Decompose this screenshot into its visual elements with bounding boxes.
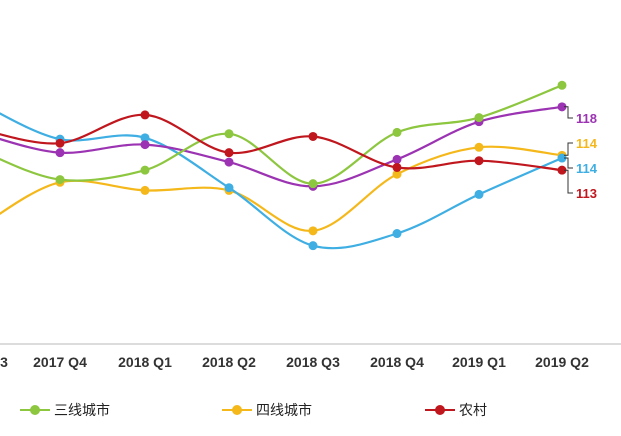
data-point-s1-4 xyxy=(308,226,318,236)
series-line-2 xyxy=(0,113,564,172)
series-line-0 xyxy=(0,84,564,185)
data-point-s0-6 xyxy=(474,113,484,123)
legend-label-rural: 农村 xyxy=(459,403,487,419)
series-4 xyxy=(0,112,567,251)
data-point-s1-2 xyxy=(140,185,150,195)
legend-dot-rural xyxy=(435,405,445,415)
x-tick-label-5: 2018 Q4 xyxy=(370,354,424,370)
end-label-leader-2 xyxy=(564,169,573,194)
data-point-s0-5 xyxy=(392,127,402,137)
end-label-2: 113 xyxy=(576,186,597,201)
data-point-s1-6 xyxy=(474,142,484,152)
end-label-leader-3 xyxy=(564,106,573,119)
x-tick-label-4: 2018 Q3 xyxy=(286,354,340,370)
x-tick-label-7: 2019 Q2 xyxy=(535,354,589,370)
x-tick-label-3: 2018 Q2 xyxy=(202,354,256,370)
x-tick-label-0: 3 xyxy=(0,354,8,370)
data-point-s3-5 xyxy=(392,154,402,164)
data-point-s3-7 xyxy=(557,102,567,112)
x-tick-label-6: 2019 Q1 xyxy=(452,354,506,370)
data-point-s2-1 xyxy=(55,138,65,148)
data-point-s4-6 xyxy=(474,189,484,199)
data-point-s4-2 xyxy=(140,133,150,143)
legend-item-tier4: 四线城市 xyxy=(222,398,312,422)
legend-swatch-tier3 xyxy=(20,402,50,418)
end-label-leader-4 xyxy=(564,157,573,169)
x-tick-label-2: 2018 Q1 xyxy=(118,354,172,370)
data-point-s1-5 xyxy=(392,169,402,179)
legend-dot-tier3 xyxy=(30,405,40,415)
series-line-3 xyxy=(0,105,564,188)
legend-label-tier4: 四线城市 xyxy=(256,403,312,419)
x-tick-label-1: 2017 Q4 xyxy=(33,354,87,370)
end-label-1: 114 xyxy=(576,136,598,151)
data-point-s0-2 xyxy=(140,165,150,175)
data-point-s3-3 xyxy=(224,157,234,167)
series-1 xyxy=(0,142,567,236)
data-point-s2-2 xyxy=(140,110,150,120)
legend-swatch-tier4 xyxy=(222,402,252,418)
legend: 三线城市 四线城市 农村 xyxy=(0,398,621,422)
data-point-s4-4 xyxy=(308,241,318,251)
data-point-s3-2 xyxy=(140,140,150,150)
data-point-s0-1 xyxy=(55,175,65,185)
legend-swatch-rural xyxy=(425,402,455,418)
series-2 xyxy=(0,110,567,175)
data-point-s2-3 xyxy=(224,148,234,158)
data-point-s0-7 xyxy=(557,80,567,90)
data-point-s0-4 xyxy=(308,179,318,189)
data-point-s2-6 xyxy=(474,156,484,166)
legend-label-tier3: 三线城市 xyxy=(54,403,110,419)
data-point-s2-4 xyxy=(308,131,318,141)
legend-item-tier3: 三线城市 xyxy=(20,398,110,422)
data-point-s2-7 xyxy=(557,165,567,175)
end-label-leader-1 xyxy=(564,142,573,156)
data-point-s2-5 xyxy=(392,162,402,172)
end-label-3: 118 xyxy=(576,111,597,126)
legend-dot-tier4 xyxy=(232,405,242,415)
data-point-s0-3 xyxy=(224,129,234,139)
data-point-s3-1 xyxy=(55,148,65,158)
series-0 xyxy=(0,80,567,189)
end-label-4: 114 xyxy=(576,161,598,176)
legend-item-rural: 农村 xyxy=(425,398,487,422)
data-point-s4-3 xyxy=(224,183,234,193)
data-point-s4-5 xyxy=(392,229,402,239)
